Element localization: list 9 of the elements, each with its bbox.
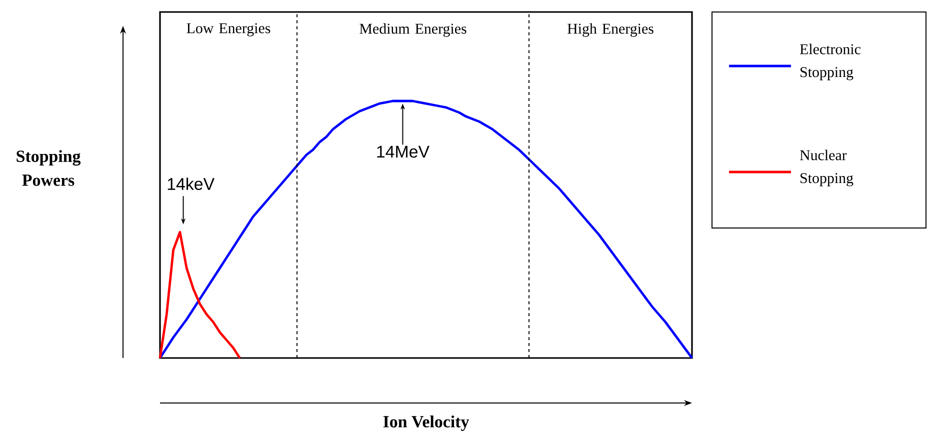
text: Medium Energies [360, 23, 466, 37]
text: Low Energies [186, 23, 270, 36]
text: High Energies [567, 23, 654, 37]
legend-label: Electronic Stopping [800, 44, 860, 80]
annotation: 14MeV [377, 146, 430, 158]
annotation: 14keV [168, 178, 215, 190]
y-axis-title: Stopping Powers [16, 150, 81, 186]
legend-label: Nuclear Stopping [800, 150, 854, 186]
x-axis-title: Ion Velocity [383, 416, 470, 431]
